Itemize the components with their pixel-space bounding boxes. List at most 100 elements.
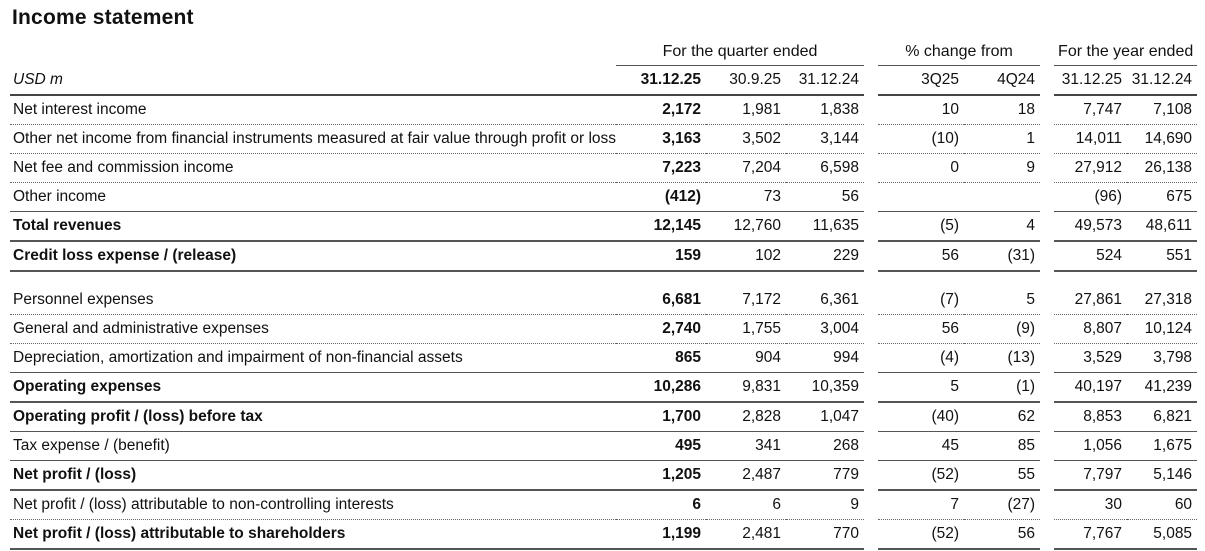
cell-y-cur: 3,529	[1040, 343, 1128, 373]
cell-q-py: 11,635	[786, 211, 872, 242]
cell-y-cur: 7,797	[1040, 460, 1128, 491]
cell-q-prev: 3,502	[706, 124, 786, 154]
table-row: Personnel expenses 6,681 7,172 6,361 (7)…	[10, 286, 1198, 315]
table-row: Net fee and commission income 7,223 7,20…	[10, 153, 1198, 183]
cell-chg-q	[864, 182, 965, 212]
group-header-change: % change from	[864, 38, 1048, 66]
cell-y-prev: 3,798	[1127, 343, 1198, 373]
table-row: General and administrative expenses 2,74…	[10, 314, 1198, 344]
cell-chg-q: 56	[864, 241, 965, 272]
cell-chg-y: 5	[964, 286, 1048, 315]
col-header-q-prev: 30.9.25	[706, 65, 786, 96]
cell-q-py: 770	[786, 519, 872, 550]
row-label: General and administrative expenses	[10, 314, 616, 344]
cell-y-prev: 27,318	[1127, 286, 1198, 315]
cell-q-prev: 2,487	[706, 460, 786, 491]
cell-chg-y: (31)	[964, 241, 1048, 272]
col-header-q-py: 31.12.24	[786, 65, 872, 96]
cell-chg-y: 4	[964, 211, 1048, 242]
row-label: Other net income from financial instrume…	[10, 124, 616, 154]
table-row: Net interest income 2,172 1,981 1,838 10…	[10, 95, 1198, 125]
cell-q-prev: 7,204	[706, 153, 786, 183]
row-label: Net fee and commission income	[10, 153, 616, 183]
cell-q-py: 229	[786, 241, 872, 272]
cell-y-cur: 14,011	[1040, 124, 1128, 154]
cell-y-cur: 8,853	[1040, 402, 1128, 432]
cell-y-prev: 675	[1127, 182, 1198, 212]
cell-q-cur: 7,223	[616, 153, 706, 183]
row-label: Other income	[10, 182, 616, 212]
table-row: Tax expense / (benefit) 495 341 268 45 8…	[10, 431, 1198, 461]
col-header-y-prev: 31.12.24	[1127, 65, 1198, 96]
cell-chg-q: (4)	[864, 343, 965, 373]
cell-chg-y: (1)	[964, 372, 1048, 403]
col-header-chg-y: 4Q24	[964, 65, 1048, 96]
cell-chg-y: (27)	[964, 490, 1048, 520]
cell-y-prev: 7,108	[1127, 95, 1198, 125]
spacer-row	[10, 271, 1197, 286]
cell-y-cur: (96)	[1040, 182, 1128, 212]
cell-q-cur: 159	[616, 241, 706, 272]
table-row-total: Total revenues 12,145 12,760 11,635 (5) …	[10, 211, 1198, 242]
cell-y-prev: 10,124	[1127, 314, 1198, 344]
row-label: Operating expenses	[10, 372, 616, 403]
cell-chg-y	[964, 182, 1048, 212]
cell-chg-q: 5	[864, 372, 965, 403]
cell-q-cur: 3,163	[616, 124, 706, 154]
cell-chg-y: 85	[964, 431, 1048, 461]
cell-chg-y: 9	[964, 153, 1048, 183]
cell-q-prev: 73	[706, 182, 786, 212]
cell-chg-y: 62	[964, 402, 1048, 432]
cell-q-cur: 495	[616, 431, 706, 461]
cell-chg-y: 56	[964, 519, 1048, 550]
cell-q-prev: 9,831	[706, 372, 786, 403]
table-row: Depreciation, amortization and impairmen…	[10, 343, 1198, 373]
cell-chg-q: 45	[864, 431, 965, 461]
cell-chg-y: (9)	[964, 314, 1048, 344]
cell-y-prev: 48,611	[1127, 211, 1198, 242]
table-row: Other income (412) 73 56 (96) 675	[10, 182, 1198, 212]
row-label: Total revenues	[10, 211, 616, 242]
cell-q-prev: 2,481	[706, 519, 786, 550]
cell-q-cur: 12,145	[616, 211, 706, 242]
cell-q-cur: 6,681	[616, 286, 706, 315]
cell-q-prev: 2,828	[706, 402, 786, 432]
table-row-total: Net profit / (loss) attributable to shar…	[10, 519, 1198, 550]
cell-q-prev: 7,172	[706, 286, 786, 315]
cell-q-py: 6,598	[786, 153, 872, 183]
row-label: Operating profit / (loss) before tax	[10, 402, 616, 432]
cell-y-cur: 30	[1040, 490, 1128, 520]
cell-q-cur: 1,199	[616, 519, 706, 550]
cell-q-prev: 6	[706, 490, 786, 520]
cell-q-prev: 12,760	[706, 211, 786, 242]
cell-y-prev: 14,690	[1127, 124, 1198, 154]
cell-chg-q: 10	[864, 95, 965, 125]
cell-y-cur: 40,197	[1040, 372, 1128, 403]
cell-chg-q: (7)	[864, 286, 965, 315]
cell-q-py: 9	[786, 490, 872, 520]
cell-y-prev: 1,675	[1127, 431, 1198, 461]
cell-y-cur: 7,747	[1040, 95, 1128, 125]
cell-q-prev: 904	[706, 343, 786, 373]
col-header-chg-q: 3Q25	[864, 65, 965, 96]
cell-q-py: 1,838	[786, 95, 872, 125]
cell-y-cur: 7,767	[1040, 519, 1128, 550]
row-label: Net profit / (loss) attributable to non-…	[10, 490, 616, 520]
table-row: Other net income from financial instrume…	[10, 124, 1198, 154]
table-row: Net profit / (loss) attributable to non-…	[10, 490, 1198, 520]
cell-y-prev: 5,146	[1127, 460, 1198, 491]
cell-q-py: 10,359	[786, 372, 872, 403]
cell-q-py: 994	[786, 343, 872, 373]
cell-q-prev: 1,981	[706, 95, 786, 125]
cell-chg-q: 7	[864, 490, 965, 520]
income-statement-table: For the quarter ended % change from For …	[10, 38, 1198, 550]
cell-q-py: 3,144	[786, 124, 872, 154]
cell-chg-y: 1	[964, 124, 1048, 154]
table-row-total: Operating expenses 10,286 9,831 10,359 5…	[10, 372, 1198, 403]
cell-q-cur: 1,700	[616, 402, 706, 432]
cell-y-cur: 27,861	[1040, 286, 1128, 315]
cell-y-prev: 26,138	[1127, 153, 1198, 183]
cell-q-cur: 6	[616, 490, 706, 520]
col-header-y-cur: 31.12.25	[1040, 65, 1128, 96]
cell-chg-q: 0	[864, 153, 965, 183]
